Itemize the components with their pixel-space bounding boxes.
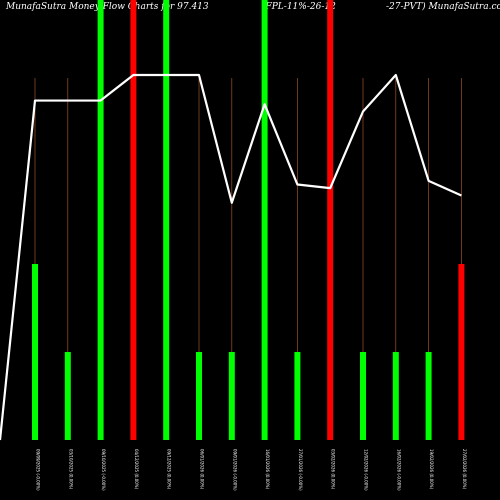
bar	[458, 264, 465, 440]
x-tick-label: 19/02/2026 (0.00%)	[429, 449, 434, 490]
bar	[130, 0, 137, 440]
bar	[32, 264, 38, 440]
chart-title-part-3: -27-PVT) MunafaSutra.com	[386, 2, 500, 12]
x-tick-label: 09/10/2025 (-0.00%)	[101, 449, 106, 491]
bar	[327, 0, 334, 440]
x-tick-label: 16/01/2026 (0.00%)	[265, 449, 270, 490]
x-tick-label: 04/12/2025 (0.00%)	[134, 449, 139, 490]
x-tick-label: 27/01/2026 (-0.00%)	[298, 449, 303, 491]
bar	[64, 352, 71, 440]
bar	[196, 352, 202, 440]
bar	[392, 352, 399, 440]
chart-title-part-2: (FPL-11%-26-12	[262, 2, 336, 12]
bar	[163, 0, 170, 440]
x-tick-label: 09/09/2025 (-0.00%)	[36, 449, 41, 491]
x-tick-label: 03/02/2026 (0.00%)	[331, 449, 336, 490]
x-tick-label: 12/02/2026 (-0.00%)	[364, 449, 369, 491]
bar	[294, 352, 301, 440]
x-tick-label: 09/12/2025 (0.00%)	[167, 449, 172, 490]
bar	[228, 352, 235, 440]
x-tick-label: 27/02/2026 (0.00%)	[462, 449, 467, 490]
x-tick-label: 06/01/2026 (0.00%)	[200, 449, 205, 490]
money-flow-line	[0, 73, 462, 441]
x-tick-label: 09/01/2026 (-0.00%)	[232, 449, 237, 491]
bar	[360, 352, 366, 440]
chart-title-part-1: MunafaSutra Money Flow Charts for 97.413	[6, 2, 209, 12]
bar	[97, 0, 104, 440]
x-tick-label: 03/10/2025 (0.00%)	[68, 449, 73, 490]
x-tick-label: 16/02/2026 (-0.00%)	[396, 449, 401, 491]
bar	[425, 352, 432, 440]
bar	[261, 0, 268, 440]
